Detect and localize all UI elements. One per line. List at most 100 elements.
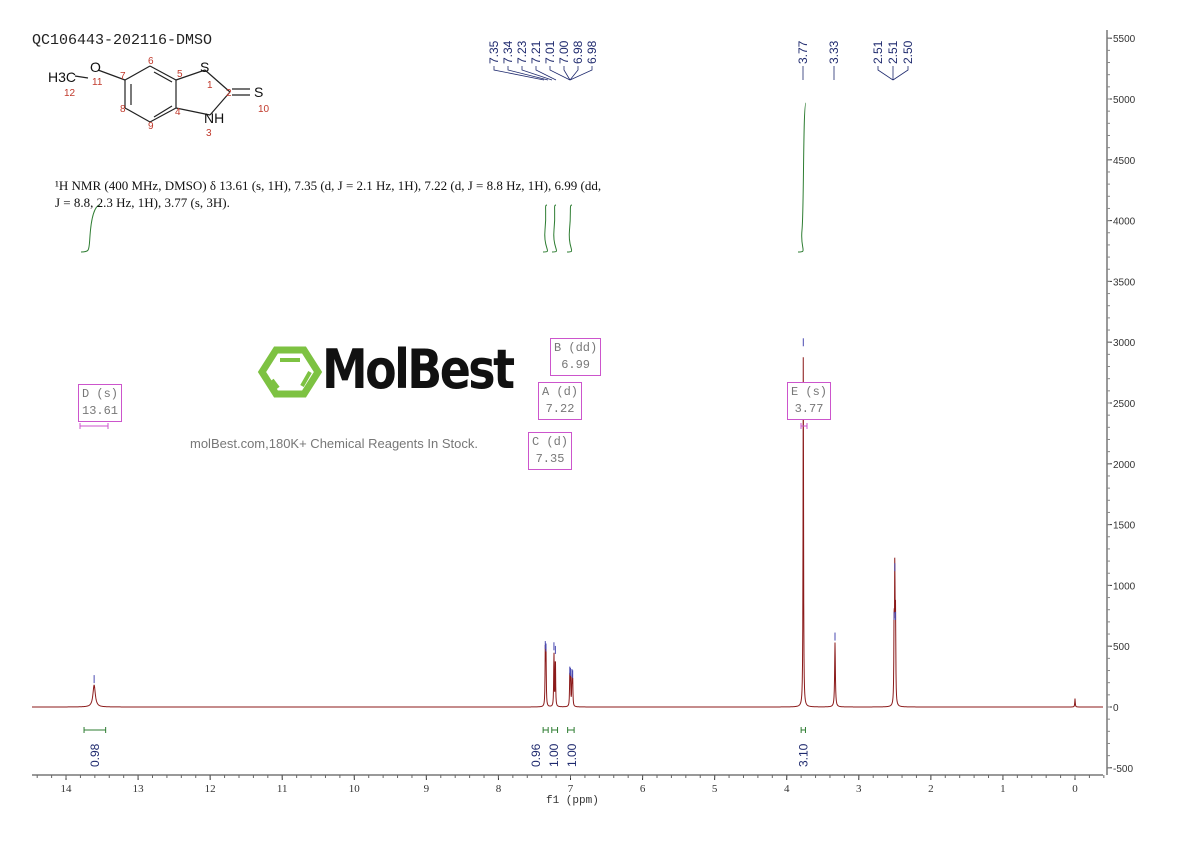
integral-curve (797, 102, 807, 253)
spectrum-line (32, 357, 1103, 708)
multiplet-value: 6.99 (561, 358, 591, 372)
peak-label: 7.01 (543, 40, 557, 64)
atom-number: 7 (120, 71, 126, 82)
integral-value: 0.96 (529, 743, 543, 767)
x-tick-label: 14 (61, 783, 73, 795)
peak-label-leader (569, 66, 579, 81)
x-tick-label: 11 (277, 783, 288, 795)
integral-curve (566, 204, 573, 253)
molecule-structure (74, 65, 250, 123)
double-bond (153, 105, 173, 118)
peak-label: 2.51 (886, 40, 900, 64)
x-tick-label: 13 (133, 783, 145, 795)
y-tick-label: 4000 (1113, 217, 1136, 228)
atom-number: 3 (206, 128, 212, 139)
peak-label-leader (563, 66, 571, 81)
peak-label-leader (549, 66, 571, 81)
logo-hexagon (257, 346, 323, 398)
nmr-description: ¹H NMR (400 MHz, DMSO) δ 13.61 (s, 1H), … (55, 177, 601, 211)
y-tick-label: 1500 (1113, 521, 1136, 532)
multiplet-value: 7.22 (545, 402, 575, 416)
integral-value: 1.00 (565, 743, 579, 767)
atom-number: 11 (92, 77, 103, 88)
x-tick-label: 2 (928, 783, 934, 795)
molbest-logo-icon (257, 346, 323, 398)
peak-label-leader (535, 66, 557, 81)
integral-bracket (551, 727, 559, 733)
peak-label: 7.21 (529, 40, 543, 64)
bond (74, 75, 89, 79)
bond (204, 69, 231, 93)
peak-label-leader (892, 66, 909, 81)
integral-bracket (567, 727, 575, 733)
multiplet-value: 7.35 (535, 452, 565, 466)
integral-bracket (800, 727, 806, 733)
watermark-brand: MolBest (322, 338, 515, 401)
x-tick-label: 3 (856, 783, 862, 795)
logo-bonds (270, 358, 312, 390)
bond (149, 65, 177, 81)
x-tick-label: 1 (1000, 783, 1006, 795)
x-tick-label: 4 (784, 783, 790, 795)
peak-label: 7.35 (487, 40, 501, 64)
bond (124, 65, 151, 81)
multiplet-value: 3.77 (794, 402, 824, 416)
atom-number: 1 (207, 80, 213, 91)
y-tick-label: 1000 (1113, 581, 1136, 592)
peak-label: 7.23 (515, 40, 529, 64)
bond (124, 107, 151, 123)
description-line-1: ¹H NMR (400 MHz, DMSO) δ 13.61 (s, 1H), … (55, 178, 602, 193)
integral-curve (542, 204, 548, 253)
peak-label: 2.51 (871, 40, 885, 64)
bond (97, 69, 126, 81)
x-tick-label: 7 (568, 783, 574, 795)
x-tick-label: 9 (424, 783, 430, 795)
x-tick-label: 0 (1072, 783, 1078, 795)
integral-bracket (83, 727, 107, 733)
atom-label: H3C (48, 69, 76, 85)
integral-curve (80, 204, 101, 253)
peak-label: 3.77 (796, 40, 810, 64)
multiplet-label: B (dd) (554, 341, 598, 355)
atom-number: 6 (148, 56, 154, 67)
multiplet-label: C (d) (532, 435, 569, 449)
peak-label: 7.34 (501, 40, 515, 64)
multiplet-value: 13.61 (82, 404, 119, 418)
bond (175, 69, 206, 81)
x-tick-label: 8 (496, 783, 502, 795)
multiplet-label: D (s) (82, 387, 119, 401)
multiplet-box-e: E (s) 3.77 (787, 382, 832, 420)
multiplet-box-b: B (dd) 6.99 (550, 338, 602, 376)
multiplet-label: E (s) (791, 385, 828, 399)
y-tick-label: 5500 (1113, 34, 1136, 45)
atom-label: S (200, 59, 209, 75)
peak-label-leader (507, 66, 549, 81)
x-tick-label: 6 (640, 783, 646, 795)
atom-label: NH (204, 110, 224, 126)
peak-label: 3.33 (827, 40, 841, 64)
peak-label-leader (877, 66, 894, 81)
y-tick-label: 4500 (1113, 156, 1136, 167)
atom-number: 9 (148, 121, 154, 132)
bond (149, 107, 177, 123)
atom-number: 8 (120, 104, 126, 115)
peak-label: 7.00 (557, 40, 571, 64)
peak-label-leader (521, 66, 553, 81)
integral-value: 1.00 (547, 743, 561, 767)
double-bond (153, 71, 173, 83)
x-tick-label: 12 (205, 783, 216, 795)
peak-label: 6.98 (571, 40, 585, 64)
y-tick-label: 5000 (1113, 95, 1136, 106)
atom-label: S (254, 84, 263, 100)
description-line-2: J = 8.8, 2.3 Hz, 1H), 3.77 (s, 3H). (55, 195, 230, 210)
atom-number: 10 (258, 104, 270, 115)
atom-number: 2 (226, 88, 232, 99)
multiplet-range (79, 423, 109, 429)
atom-label: O (90, 59, 101, 75)
bond (209, 91, 231, 116)
peak-label: 6.98 (585, 40, 599, 64)
integral-value: 3.10 (796, 743, 810, 767)
sample-title: QC106443-202116-DMSO (32, 32, 213, 49)
